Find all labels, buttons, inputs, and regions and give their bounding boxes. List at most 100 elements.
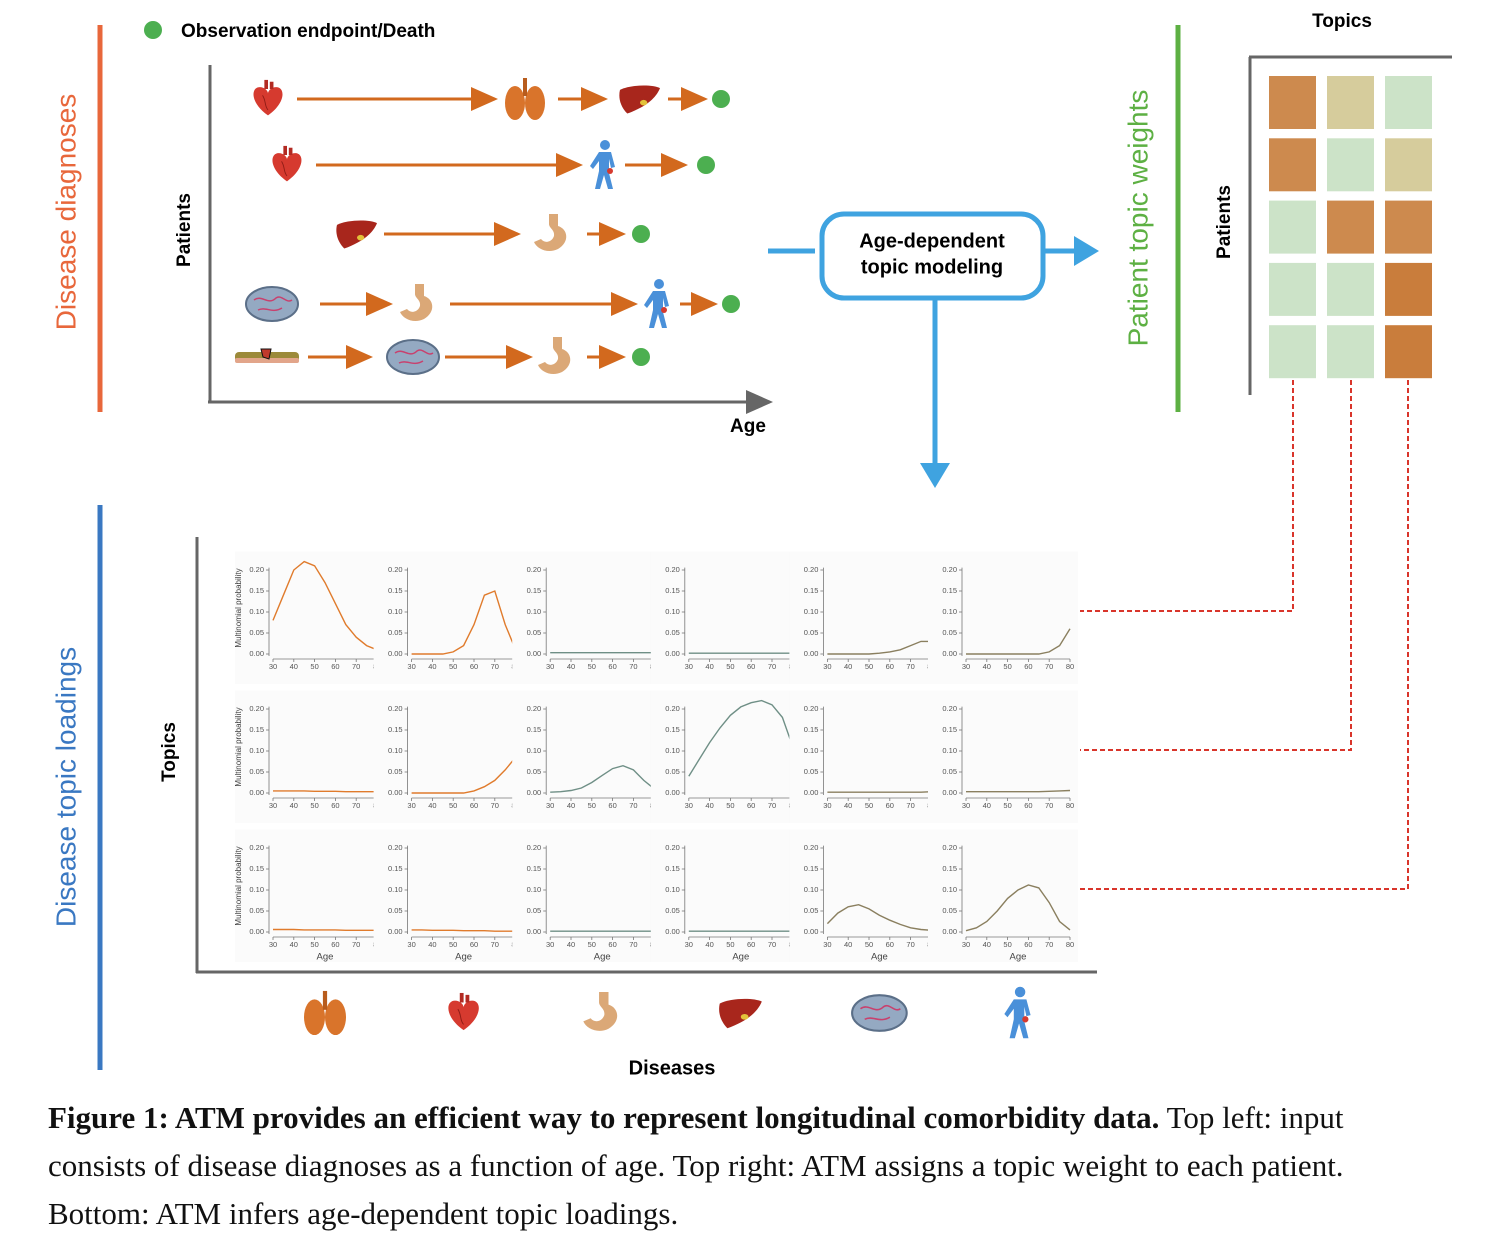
x-tick-label: 30	[823, 662, 831, 671]
y-tick-label: 0.00	[527, 649, 542, 658]
x-tick-label: 60	[886, 801, 894, 810]
icon-liver	[336, 220, 377, 249]
y-tick-label: 0.10	[942, 885, 957, 894]
x-tick-label: 70	[352, 801, 360, 810]
weight-cell	[1385, 76, 1432, 129]
icon-lungs	[304, 990, 346, 1036]
y-tick-label: 0.00	[942, 927, 957, 936]
x-tick-label: 50	[588, 940, 596, 949]
x-tick-label: 30	[407, 940, 415, 949]
x-tick-label: 40	[844, 801, 852, 810]
loading-curve	[966, 628, 1071, 655]
y-tick-label: 0.00	[388, 788, 403, 797]
panel-y-label: Multinomial probability	[234, 707, 243, 786]
weight-cell	[1327, 76, 1374, 129]
x-tick-label: 40	[428, 801, 436, 810]
y-tick-label: 0.15	[804, 586, 819, 595]
y-tick-label: 0.20	[249, 843, 264, 852]
x-tick-label: 60	[331, 940, 339, 949]
icon-heart	[271, 145, 303, 182]
icon-person	[1004, 986, 1031, 1039]
x-tick-label: 30	[407, 801, 415, 810]
x-tick-label: 70	[906, 662, 914, 671]
loading-curve	[827, 640, 932, 655]
x-tick-label: 50	[726, 940, 734, 949]
y-tick-label: 0.20	[942, 843, 957, 852]
y-tick-label: 0.05	[388, 767, 403, 776]
x-tick-label: 50	[449, 801, 457, 810]
weight-cell	[1269, 200, 1316, 254]
panel-x-label: Age	[455, 952, 472, 963]
y-tick-label: 0.05	[804, 628, 819, 637]
x-tick-label: 70	[629, 940, 637, 949]
x-tick-label: 50	[865, 662, 873, 671]
x-tick-label: 60	[747, 662, 755, 671]
weight-cell	[1269, 138, 1316, 192]
endpoint	[722, 295, 740, 313]
panel-bg	[235, 551, 385, 684]
x-tick-label: 70	[491, 662, 499, 671]
y-tick-label: 0.05	[804, 767, 819, 776]
loading-curve	[411, 929, 516, 932]
x-tick-label: 30	[685, 801, 693, 810]
x-tick-label: 30	[546, 940, 554, 949]
weight-cell	[1385, 138, 1432, 192]
y-tick-label: 0.20	[665, 843, 680, 852]
panel-bg	[235, 690, 385, 823]
axis-label: Topics	[1312, 11, 1372, 32]
x-tick-label: 50	[1003, 801, 1011, 810]
y-tick-label: 0.10	[804, 607, 819, 616]
icon-heart	[447, 992, 480, 1031]
x-tick-label: 60	[470, 940, 478, 949]
y-tick-label: 0.15	[665, 586, 680, 595]
panel-y-label: Multinomial probability	[234, 568, 243, 647]
x-tick-label: 60	[886, 662, 894, 671]
x-tick-label: 70	[491, 801, 499, 810]
x-tick-label: 40	[844, 940, 852, 949]
x-tick-label: 70	[906, 801, 914, 810]
x-tick-label: 40	[705, 662, 713, 671]
x-tick-label: 50	[310, 940, 318, 949]
y-tick-label: 0.20	[249, 565, 264, 574]
panel-x-label: Age	[732, 952, 749, 963]
y-tick-label: 0.15	[527, 586, 542, 595]
icon-brain	[245, 286, 299, 322]
y-tick-label: 0.05	[527, 906, 542, 915]
y-tick-label: 0.20	[388, 843, 403, 852]
caption-text: Top left: input consists of disease diag…	[48, 1100, 1344, 1231]
y-tick-label: 0.00	[804, 927, 819, 936]
x-tick-label: 70	[629, 801, 637, 810]
panel-bg	[512, 690, 663, 823]
axis-label: Age	[730, 416, 766, 437]
x-tick-label: 50	[588, 801, 596, 810]
x-tick-label: 50	[865, 940, 873, 949]
y-tick-label: 0.10	[527, 885, 542, 894]
weight-cell	[1269, 262, 1316, 316]
y-tick-label: 0.20	[804, 843, 819, 852]
icon-stomach	[583, 992, 618, 1031]
x-tick-label: 70	[629, 662, 637, 671]
endpoint	[712, 90, 730, 108]
y-tick-label: 0.10	[388, 746, 403, 755]
y-tick-label: 0.20	[527, 704, 542, 713]
panel-bg	[928, 551, 1078, 684]
x-tick-label: 40	[705, 801, 713, 810]
loading-curve	[273, 928, 377, 931]
panel-x-label: Age	[317, 952, 334, 963]
x-tick-label: 40	[705, 940, 713, 949]
y-tick-label: 0.00	[665, 649, 680, 658]
icon-person	[644, 279, 669, 328]
section-title: Disease topic loadings	[50, 647, 81, 927]
y-tick-label: 0.15	[388, 725, 403, 734]
icon-lungs	[505, 78, 545, 120]
y-tick-label: 0.05	[527, 628, 542, 637]
icon-heart	[252, 79, 284, 116]
x-tick-label: 70	[768, 801, 776, 810]
y-tick-label: 0.05	[665, 767, 680, 776]
y-tick-label: 0.05	[942, 767, 957, 776]
y-tick-label: 0.10	[665, 607, 680, 616]
x-tick-label: 30	[823, 940, 831, 949]
y-tick-label: 0.05	[388, 906, 403, 915]
x-tick-label: 60	[747, 940, 755, 949]
panel-bg	[373, 551, 524, 684]
